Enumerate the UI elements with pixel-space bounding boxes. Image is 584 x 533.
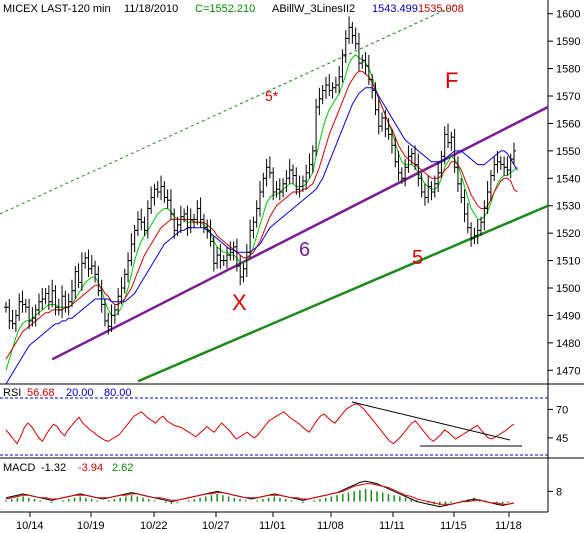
price-y-tick-label: 1500 <box>556 283 580 295</box>
rsi-trendline <box>351 401 511 441</box>
macd-value-3: 2.62 <box>112 462 133 474</box>
price-y-ticks: 1470 1480 1490 1500 1510 1520 1530 1540 1550 1560… <box>548 9 580 377</box>
price-y-tick-label: 1560 <box>556 118 580 130</box>
header-line2: 1535.008 <box>418 3 464 15</box>
annotation-label: 5 <box>412 247 423 269</box>
price-y-tick-label: 1490 <box>556 310 580 322</box>
rsi-y-tick-label: 45 <box>556 433 568 445</box>
ma-line-green <box>5 54 518 371</box>
header-symbol: MICEX LAST-120 min <box>3 3 111 15</box>
annotation-label: X <box>232 290 247 315</box>
price-y-tick-label: 1540 <box>556 173 580 185</box>
macd-value-1: -1.32 <box>41 462 66 474</box>
rsi-value: 56.68 <box>27 387 55 399</box>
price-y-tick-label: 1520 <box>556 228 580 240</box>
ma-line-red <box>5 70 518 360</box>
ma-line-blue <box>5 87 518 385</box>
x-tick-label: 10/22 <box>140 520 168 532</box>
rsi-line <box>5 403 515 445</box>
x-tick-label: 10/19 <box>77 520 105 532</box>
trend-line-green <box>137 204 549 383</box>
macd-series <box>5 480 515 508</box>
header-line1: 1543.499 <box>372 3 418 15</box>
moving-averages <box>5 54 518 385</box>
price-y-tick-label: 1480 <box>556 338 580 350</box>
annotation-label: 5* <box>265 88 279 104</box>
macd-label: MACD <box>3 462 35 474</box>
x-tick-label: 10/27 <box>202 520 230 532</box>
macd-y-tick-label: 8 <box>556 486 562 498</box>
price-panel: 1470 1480 1490 1500 1510 1520 1530 1540 1550 1560… <box>0 0 580 394</box>
price-y-tick-label: 1550 <box>556 146 580 158</box>
annotation-label: 6 <box>299 239 310 261</box>
rsi-label: RSI <box>3 387 21 399</box>
price-y-tick-label: 1470 <box>556 365 580 377</box>
rsi-level-low-label: 20.00 <box>66 387 94 399</box>
chart-annotations: 5* F 6 X 5 <box>232 68 458 315</box>
price-y-tick-label: 1600 <box>556 9 580 21</box>
macd-panel: MACD -1.32 -3.94 2.62 8 <box>0 457 584 512</box>
trend-line-purple <box>51 105 549 361</box>
macd-y-ticks: 8 <box>548 486 562 498</box>
x-tick-label: 11/15 <box>440 520 467 532</box>
rsi-y-tick-label: 70 <box>556 404 568 416</box>
macd-value-2: -3.94 <box>78 462 103 474</box>
rsi-panel: RSI 56.68 20.00 80.00 45 70 <box>0 383 584 458</box>
price-y-tick-label: 1570 <box>556 91 580 103</box>
x-tick-label: 11/11 <box>379 520 405 532</box>
x-tick-label: 10/14 <box>16 520 44 532</box>
x-tick-label: 11/18 <box>495 520 522 532</box>
price-y-tick-label: 1510 <box>556 256 580 268</box>
price-bars <box>4 16 516 335</box>
rsi-series-line <box>5 403 515 445</box>
header-close: C=1552.210 <box>195 3 255 15</box>
annotation-label: F <box>445 68 458 93</box>
x-axis: 10/14 10/19 10/22 10/27 11/01 11/08 11/11 11/15… <box>0 511 548 532</box>
x-tick-label: 11/08 <box>317 520 344 532</box>
price-y-tick-label: 1530 <box>556 201 580 213</box>
x-ticks: 10/14 10/19 10/22 10/27 11/01 11/08 11/11 11/15… <box>16 512 522 532</box>
x-tick-label: 11/01 <box>259 520 286 532</box>
trend-lines <box>0 5 549 383</box>
header-study: ABillW_3LinesII2 <box>272 3 355 15</box>
header-date: 11/18/2010 <box>124 3 178 15</box>
rsi-y-ticks: 45 70 <box>548 404 568 445</box>
price-y-tick-label: 1580 <box>556 64 580 76</box>
price-y-tick-label: 1590 <box>556 36 580 48</box>
macd-signal-line <box>5 483 515 505</box>
rsi-level-high-label: 80.00 <box>104 387 132 399</box>
